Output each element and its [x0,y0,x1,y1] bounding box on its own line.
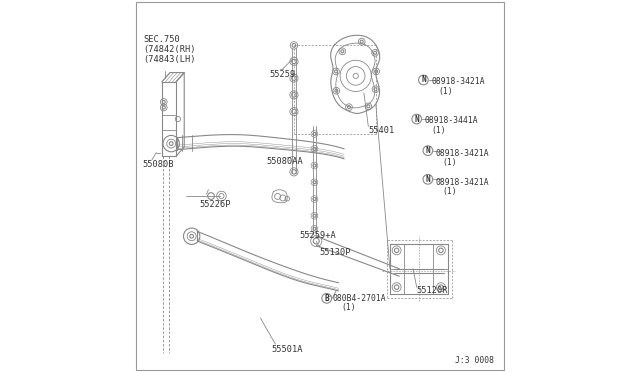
Text: 55130P: 55130P [319,248,351,257]
Text: (1): (1) [342,303,356,312]
Text: (1): (1) [442,158,457,167]
Text: 080B4-2701A: 080B4-2701A [332,294,386,303]
Text: 55120R: 55120R [417,286,448,295]
Text: 55226P: 55226P [199,200,230,209]
Text: 08918-3421A: 08918-3421A [435,149,489,158]
Text: J:3 0008: J:3 0008 [454,356,493,365]
Text: 55080B: 55080B [143,160,174,169]
Text: 08918-3421A: 08918-3421A [431,77,485,86]
Text: N: N [415,115,419,124]
Text: 55501A: 55501A [271,345,303,354]
Text: 55259+A: 55259+A [300,231,336,240]
Text: N: N [426,146,430,155]
Text: 55080AA: 55080AA [266,157,303,166]
Text: 08918-3421A: 08918-3421A [435,178,489,187]
Text: (1): (1) [438,87,453,96]
Text: (1): (1) [442,187,457,196]
Text: 55259: 55259 [270,70,296,79]
Text: 08918-3441A: 08918-3441A [425,116,479,125]
Text: B: B [324,294,329,303]
Text: (74842(RH): (74842(RH) [143,45,196,54]
Text: SEC.750: SEC.750 [143,35,180,44]
Text: 55401: 55401 [369,126,395,135]
Text: (1): (1) [431,126,446,135]
Text: N: N [421,76,426,84]
Text: N: N [426,175,430,184]
Text: (74843(LH): (74843(LH) [143,55,196,64]
